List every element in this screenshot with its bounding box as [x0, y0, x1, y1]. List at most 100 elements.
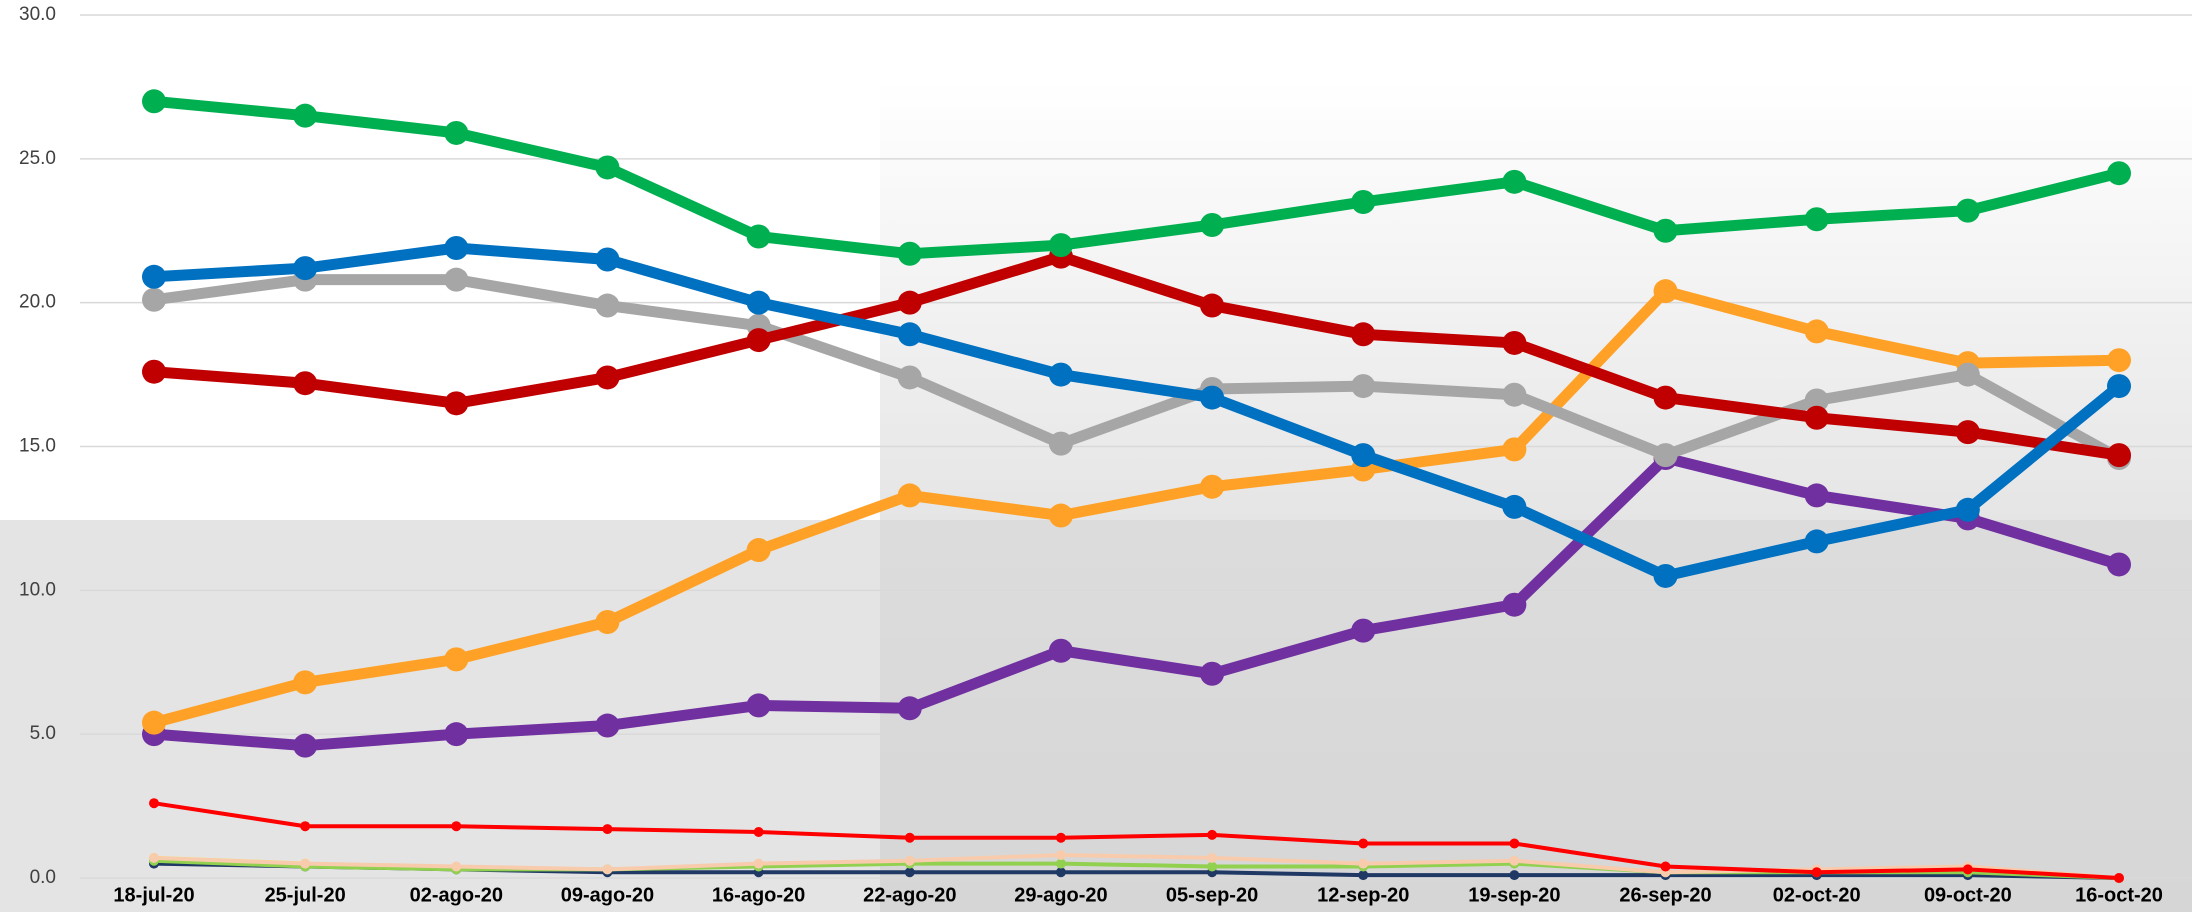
x-tick-label: 09-ago-20 — [561, 884, 654, 906]
data-point — [1811, 867, 1822, 878]
data-point — [1207, 861, 1218, 872]
data-point — [1502, 330, 1527, 355]
x-tick-label: 18-jul-20 — [113, 884, 194, 906]
data-point — [2107, 161, 2131, 186]
data-point — [149, 798, 159, 809]
data-point — [897, 241, 922, 266]
data-point — [293, 256, 318, 281]
data-point — [746, 328, 771, 353]
data-point — [1502, 494, 1527, 519]
data-point — [444, 120, 469, 145]
data-point — [1200, 385, 1225, 410]
series-line — [153, 242, 2123, 582]
data-point — [293, 371, 318, 396]
data-point — [2107, 348, 2131, 373]
data-point — [1653, 218, 1678, 243]
data-point — [746, 693, 771, 718]
x-tick-label: 16-oct-20 — [2075, 884, 2163, 906]
data-point — [1955, 198, 1980, 223]
data-point — [1055, 858, 1066, 869]
data-point — [1653, 443, 1678, 468]
data-point — [451, 821, 462, 832]
data-point — [1804, 319, 1829, 344]
series-line — [152, 285, 2120, 728]
data-point — [1048, 638, 1073, 663]
data-point — [142, 89, 166, 114]
data-point — [451, 861, 462, 872]
x-tick-label: 12-sep-20 — [1317, 884, 1409, 906]
x-tick-label: 02-oct-20 — [1773, 884, 1861, 906]
data-point — [1804, 207, 1829, 232]
data-point — [1804, 483, 1829, 508]
data-point — [1509, 838, 1520, 849]
data-point — [1358, 870, 1369, 881]
y-tick-label: 15.0 — [19, 436, 56, 457]
data-point — [746, 224, 771, 249]
data-point — [1502, 169, 1527, 194]
data-point — [142, 287, 166, 312]
data-point — [1207, 829, 1218, 840]
data-point — [1200, 661, 1225, 686]
data-point — [2107, 552, 2131, 577]
data-point — [1358, 838, 1369, 849]
data-point — [293, 733, 318, 758]
data-point — [897, 365, 922, 390]
data-point — [1055, 832, 1066, 843]
data-point — [142, 264, 166, 289]
x-tick-label: 05-sep-20 — [1166, 884, 1258, 906]
data-point — [444, 647, 469, 672]
y-tick-label: 20.0 — [19, 292, 56, 313]
data-point — [1048, 503, 1073, 528]
data-point — [1200, 474, 1225, 499]
x-tick-label: 02-ago-20 — [410, 884, 503, 906]
x-tick-label: 22-ago-20 — [863, 884, 956, 906]
data-point — [746, 290, 771, 315]
data-point — [1962, 864, 1973, 875]
data-point — [444, 236, 469, 261]
data-point — [1509, 855, 1520, 866]
data-point — [1200, 293, 1225, 318]
data-point — [897, 696, 922, 721]
data-point — [897, 290, 922, 315]
data-point — [444, 267, 469, 292]
data-point — [1955, 420, 1980, 445]
data-point — [595, 365, 620, 390]
x-tick-label: 19-sep-20 — [1468, 884, 1560, 906]
data-point — [1653, 563, 1678, 588]
data-point — [595, 609, 620, 634]
y-tick-label: 10.0 — [19, 579, 56, 600]
y-tick-label: 30.0 — [19, 4, 56, 25]
background-building — [0, 520, 2192, 912]
y-tick-label: 25.0 — [19, 148, 56, 169]
data-point — [142, 710, 166, 735]
data-point — [444, 391, 469, 416]
data-point — [1351, 618, 1376, 643]
data-point — [595, 713, 620, 738]
data-point — [1351, 443, 1376, 468]
data-point — [1048, 233, 1073, 258]
data-point — [1502, 382, 1527, 407]
data-point — [746, 538, 771, 563]
data-point — [444, 722, 469, 747]
data-point — [1509, 870, 1520, 881]
data-point — [149, 852, 159, 863]
data-point — [595, 247, 620, 272]
data-point — [142, 359, 166, 384]
data-point — [2114, 873, 2124, 883]
data-point — [753, 858, 764, 869]
data-point — [293, 103, 318, 128]
series-line — [153, 251, 2120, 461]
data-point — [897, 483, 922, 508]
data-point — [602, 824, 613, 835]
y-tick-label: 5.0 — [30, 723, 56, 744]
data-point — [1351, 322, 1376, 347]
data-point — [904, 832, 915, 843]
x-tick-label: 09-oct-20 — [1924, 884, 2012, 906]
series-line — [153, 452, 2121, 752]
data-point — [300, 821, 311, 832]
data-point — [1804, 529, 1829, 554]
data-point — [1055, 849, 1066, 860]
data-point — [1653, 385, 1678, 410]
data-point — [1502, 592, 1527, 617]
